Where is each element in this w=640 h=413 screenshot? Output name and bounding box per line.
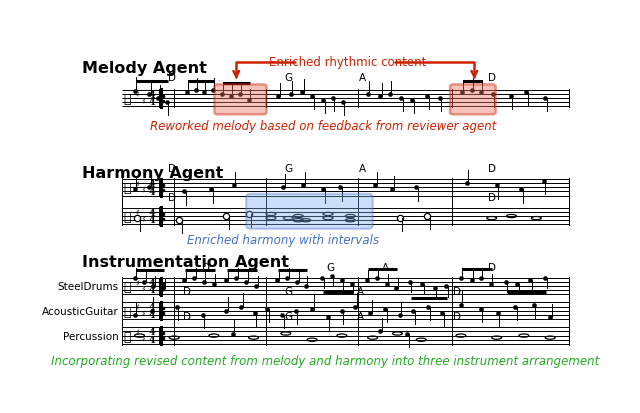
Text: A: A bbox=[356, 286, 364, 296]
Text: 𝄞: 𝄞 bbox=[124, 93, 131, 106]
Text: ♯: ♯ bbox=[141, 185, 145, 195]
Text: ♯: ♯ bbox=[141, 333, 145, 342]
Text: ♯: ♯ bbox=[135, 327, 139, 336]
Text: G: G bbox=[326, 262, 335, 272]
Text: AcousticGuitar: AcousticGuitar bbox=[42, 306, 118, 316]
Text: D: D bbox=[202, 262, 211, 272]
Text: ♯: ♯ bbox=[135, 90, 139, 99]
Text: D: D bbox=[168, 192, 176, 202]
Text: D: D bbox=[488, 164, 496, 173]
Text: D: D bbox=[168, 73, 176, 83]
Text: Percussion: Percussion bbox=[63, 331, 118, 341]
FancyBboxPatch shape bbox=[214, 85, 266, 115]
Text: A: A bbox=[359, 73, 366, 83]
Text: Enriched harmony with intervals: Enriched harmony with intervals bbox=[188, 234, 380, 247]
Text: ♯: ♯ bbox=[135, 179, 139, 188]
Text: ♯: ♯ bbox=[141, 96, 145, 105]
Text: 4: 4 bbox=[148, 303, 156, 312]
FancyBboxPatch shape bbox=[246, 194, 372, 229]
Text: 4: 4 bbox=[148, 278, 156, 287]
Text: G: G bbox=[284, 286, 292, 296]
Text: D: D bbox=[182, 311, 191, 321]
Text: Harmony Agent: Harmony Agent bbox=[83, 166, 224, 180]
Text: Enriched rhythmic content: Enriched rhythmic content bbox=[269, 56, 426, 69]
FancyBboxPatch shape bbox=[450, 85, 495, 115]
Text: 𝄞: 𝄞 bbox=[124, 305, 131, 318]
Text: A: A bbox=[356, 311, 364, 321]
Text: Incorporating revised content from melody and harmony into three instrument arra: Incorporating revised content from melod… bbox=[51, 354, 600, 367]
Text: 4: 4 bbox=[148, 98, 156, 107]
Text: 4: 4 bbox=[148, 180, 156, 189]
Text: D: D bbox=[453, 286, 461, 296]
Text: Instrumentation Agent: Instrumentation Agent bbox=[83, 255, 289, 270]
Text: D: D bbox=[168, 164, 176, 173]
Text: ♯: ♯ bbox=[141, 214, 145, 223]
Text: Melody Agent: Melody Agent bbox=[83, 61, 207, 76]
Text: G: G bbox=[284, 164, 292, 173]
Text: G: G bbox=[284, 311, 292, 321]
Text: ♯: ♯ bbox=[135, 208, 139, 217]
Text: Reworked melody based on feedback from reviewer agent: Reworked melody based on feedback from r… bbox=[150, 119, 496, 133]
Text: 4: 4 bbox=[148, 286, 156, 295]
Text: 𝄞: 𝄞 bbox=[124, 280, 131, 294]
Text: 4: 4 bbox=[148, 328, 156, 337]
Text: 𝄞: 𝄞 bbox=[124, 182, 131, 195]
Text: 𝄞: 𝄞 bbox=[124, 211, 131, 223]
Text: D: D bbox=[453, 311, 461, 321]
Text: D: D bbox=[488, 192, 496, 202]
Text: ♯: ♯ bbox=[135, 302, 139, 311]
Text: ♯: ♯ bbox=[141, 284, 145, 293]
Text: 4: 4 bbox=[148, 216, 156, 225]
Text: ♯: ♯ bbox=[141, 309, 145, 318]
Text: G: G bbox=[284, 73, 292, 83]
Text: 4: 4 bbox=[148, 187, 156, 196]
Text: 𝄞: 𝄞 bbox=[124, 330, 131, 343]
Text: 4: 4 bbox=[148, 335, 156, 344]
Text: A: A bbox=[359, 164, 366, 173]
Text: 4: 4 bbox=[148, 90, 156, 100]
Text: D: D bbox=[488, 73, 496, 83]
Text: D: D bbox=[182, 286, 191, 296]
Text: D: D bbox=[488, 262, 496, 272]
Text: 4: 4 bbox=[148, 310, 156, 319]
Text: A: A bbox=[381, 262, 388, 272]
Text: 4: 4 bbox=[148, 208, 156, 217]
Text: ♯: ♯ bbox=[135, 278, 139, 287]
Text: SteelDrums: SteelDrums bbox=[58, 282, 118, 292]
